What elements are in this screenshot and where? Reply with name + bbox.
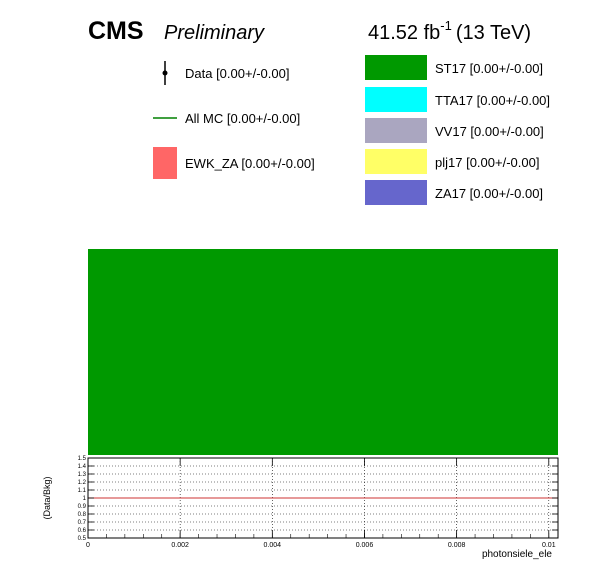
lumi-exponent: -1: [440, 18, 452, 33]
ratio-x-tick-label: 0: [86, 542, 90, 549]
experiment-label: CMS: [88, 17, 144, 45]
st17-stack-fill: [88, 249, 558, 455]
x-axis-label: photonsiele_ele: [482, 549, 552, 560]
data-marker-icon: [162, 70, 168, 76]
legend-entry-za17: ZA17 [0.00+/-0.00]: [365, 180, 543, 205]
legend-entry-data: Data [0.00+/-0.00]: [162, 61, 289, 85]
status-label: Preliminary: [164, 22, 265, 44]
ratio-y-tick-label: 1.4: [78, 464, 87, 470]
ratio-y-tick-label: 0.5: [78, 536, 87, 542]
luminosity-label: 41.52 fb-1 (13 TeV): [368, 18, 531, 44]
legend-left: Data [0.00+/-0.00] All MC [0.00+/-0.00] …: [153, 61, 315, 179]
ratio-y-tick-label: 1.2: [78, 480, 87, 486]
energy-label: (13 TeV): [456, 22, 531, 44]
legend-label-ewk-za: EWK_ZA [0.00+/-0.00]: [185, 156, 315, 171]
vv17-swatch: [365, 118, 427, 143]
legend-label-data: Data [0.00+/-0.00]: [185, 66, 289, 81]
ratio-y-axis-label: (Data/Bkg): [42, 476, 52, 519]
ratio-y-tick-labels: 0.5 0.6 0.7 0.8 0.9 1 1.1 1.2 1.3 1.4 1.5: [78, 456, 87, 542]
ratio-y-tick-label: 1.1: [78, 488, 87, 494]
lumi-value: 41.52 fb: [368, 22, 440, 44]
ratio-y-tick-label: 0.6: [78, 528, 87, 534]
ratio-y-tick-label: 0.9: [78, 504, 87, 510]
ratio-y-tick-label: 1: [83, 496, 87, 502]
plj17-swatch: [365, 149, 427, 174]
ratio-x-tick-label: 0.004: [264, 542, 282, 549]
legend-entry-all-mc: All MC [0.00+/-0.00]: [153, 111, 300, 126]
legend-entry-ewk-za: EWK_ZA [0.00+/-0.00]: [153, 147, 315, 179]
legend-label-tta17: TTA17 [0.00+/-0.00]: [435, 93, 550, 108]
legend-label-all-mc: All MC [0.00+/-0.00]: [185, 111, 300, 126]
ewk-za-swatch: [153, 147, 177, 179]
st17-swatch: [365, 55, 427, 80]
legend-entry-vv17: VV17 [0.00+/-0.00]: [365, 118, 544, 143]
ratio-panel: 0.5 0.6 0.7 0.8 0.9 1 1.1 1.2 1.3 1.4 1.5 0 0.002 0.…: [42, 456, 559, 560]
legend-right: ST17 [0.00+/-0.00] TTA17 [0.00+/-0.00] V…: [365, 55, 550, 205]
legend-label-plj17: plj17 [0.00+/-0.00]: [435, 155, 539, 170]
legend-label-vv17: VV17 [0.00+/-0.00]: [435, 124, 544, 139]
ratio-y-tick-label: 0.7: [78, 520, 87, 526]
legend-entry-tta17: TTA17 [0.00+/-0.00]: [365, 87, 550, 112]
za17-swatch: [365, 180, 427, 205]
ratio-x-tick-label: 0.01: [542, 542, 556, 549]
ratio-x-tick-label: 0.008: [448, 542, 466, 549]
ratio-ticks: [87, 457, 558, 539]
ratio-x-tick-label: 0.002: [171, 542, 189, 549]
legend-entry-st17: ST17 [0.00+/-0.00]: [365, 55, 543, 80]
legend-entry-plj17: plj17 [0.00+/-0.00]: [365, 149, 539, 174]
ratio-x-tick-label: 0.006: [356, 542, 374, 549]
ratio-y-tick-label: 1.5: [78, 456, 87, 462]
ratio-y-tick-label: 1.3: [78, 472, 87, 478]
legend-label-za17: ZA17 [0.00+/-0.00]: [435, 186, 543, 201]
legend-label-st17: ST17 [0.00+/-0.00]: [435, 61, 543, 76]
ratio-x-tick-labels: 0 0.002 0.004 0.006 0.008 0.01: [86, 542, 556, 549]
tta17-swatch: [365, 87, 427, 112]
ratio-y-tick-label: 0.8: [78, 512, 87, 518]
